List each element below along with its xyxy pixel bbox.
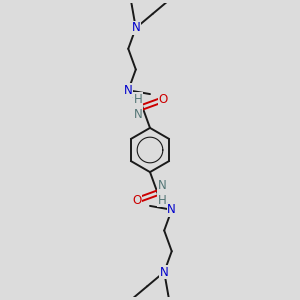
- Text: N
H: N H: [158, 179, 166, 207]
- Text: O: O: [132, 194, 141, 207]
- Text: H
N: H N: [134, 93, 143, 121]
- Text: N: N: [124, 84, 133, 97]
- Text: N: N: [160, 266, 169, 278]
- Text: N: N: [167, 203, 176, 216]
- Text: O: O: [159, 93, 168, 106]
- Text: N: N: [131, 22, 140, 34]
